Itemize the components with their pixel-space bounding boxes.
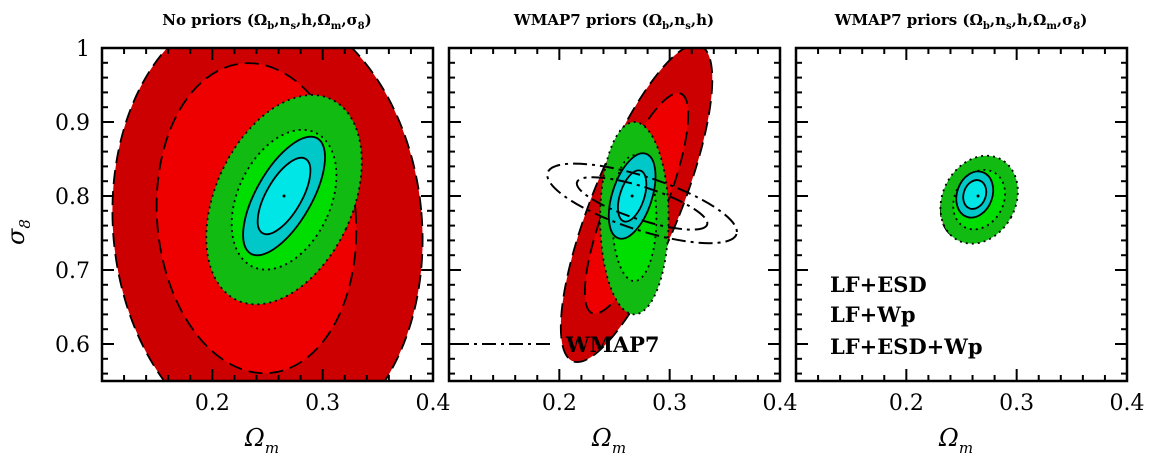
best-fit-point: [630, 194, 634, 198]
y-tick-label: 1: [76, 37, 90, 62]
plot-frame: [794, 46, 1129, 383]
y-tick-label: 0.8: [55, 185, 90, 210]
x-axis-title-2: Ωm: [938, 424, 973, 457]
plot-frame: [447, 46, 782, 383]
y-tick-label: 0.6: [55, 333, 90, 358]
x-tick-label: 0.4: [763, 391, 798, 416]
color-legend: LF+ESD LF+Wp LF+ESD+Wp: [830, 272, 983, 359]
plot-frame: [100, 46, 435, 383]
best-fit-point: [976, 194, 980, 198]
wmap7-legend-label: WMAP7: [565, 332, 660, 357]
x-tick-label: 0.2: [889, 391, 924, 416]
y-tick-label: 0.9: [55, 111, 90, 136]
x-tick-label: 0.3: [305, 391, 340, 416]
x-tick-label: 0.2: [542, 391, 577, 416]
x-tick-label: 0.3: [652, 391, 687, 416]
legend-item-lf-esd-wp: LF+ESD+Wp: [830, 334, 983, 359]
panel-wmap7-priors-partial: [546, 48, 738, 363]
panel-no-priors: [111, 48, 424, 381]
x-axis-title-0: Ωm: [244, 424, 279, 457]
best-fit-point: [282, 194, 286, 198]
panel-title-1: WMAP7 priors (Ωb,ns,h): [513, 11, 714, 32]
x-axis-title-1: Ωm: [591, 424, 626, 457]
axes-panel-2: 0.2 0.3 0.4: [794, 46, 1145, 416]
panel-wmap7-priors-full: [939, 154, 1019, 245]
x-tick-label: 0.3: [999, 391, 1034, 416]
legend-item-lf-wp: LF+Wp: [830, 302, 916, 327]
contour-wmap7-2sigma: [546, 162, 738, 245]
panel-title-0: No priors (Ωb,ns,h,Ωm,σ8): [162, 11, 372, 32]
x-tick-label: 0.4: [416, 391, 451, 416]
x-tick-label: 0.2: [195, 391, 230, 416]
y-axis-title: σ8: [2, 219, 34, 245]
contour-lf-esd-wp-1sigma: [962, 179, 988, 210]
axes-panel-1: 0.2 0.3 0.4: [447, 46, 798, 416]
contour-wmap7-1sigma: [575, 176, 709, 231]
axes-panel-0: 0.2 0.3 0.4 0.6 0.7 0.8 0.9 1: [55, 37, 451, 416]
legend-item-lf-esd: LF+ESD: [830, 272, 927, 297]
x-tick-label: 0.4: [1110, 391, 1145, 416]
panel-title-2: WMAP7 priors (Ωb,ns,h,Ωm,σ8): [834, 11, 1088, 32]
wmap7-legend: WMAP7: [455, 332, 660, 357]
y-tick-label: 0.7: [55, 259, 90, 284]
